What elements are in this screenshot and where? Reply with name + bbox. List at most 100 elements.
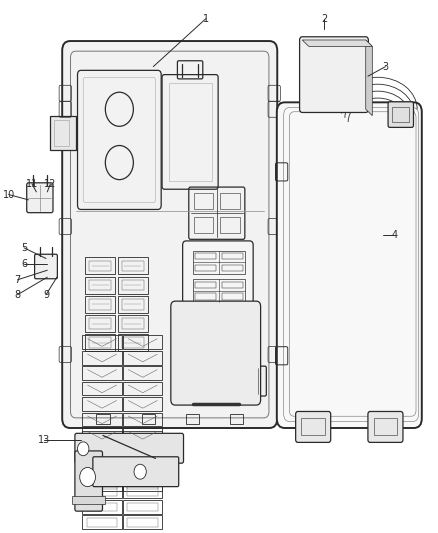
FancyBboxPatch shape <box>296 411 331 442</box>
Text: 13: 13 <box>38 435 50 445</box>
Bar <box>89 280 111 290</box>
FancyBboxPatch shape <box>93 457 179 487</box>
Bar <box>123 397 162 411</box>
Bar <box>82 447 122 461</box>
Bar <box>123 478 162 491</box>
Bar <box>82 462 122 476</box>
Circle shape <box>80 467 95 487</box>
FancyBboxPatch shape <box>277 102 422 428</box>
Bar <box>118 315 148 332</box>
Bar <box>82 351 122 365</box>
Bar <box>127 480 158 489</box>
Bar <box>123 351 162 365</box>
Text: 10: 10 <box>3 190 15 199</box>
Bar <box>82 413 122 426</box>
FancyBboxPatch shape <box>368 411 403 442</box>
Bar <box>82 500 122 514</box>
Bar <box>218 352 239 365</box>
Bar <box>193 251 245 274</box>
Bar <box>186 414 199 424</box>
Bar <box>89 261 111 271</box>
Bar <box>218 335 239 348</box>
Bar <box>123 484 162 498</box>
Bar <box>194 335 215 348</box>
Text: 2: 2 <box>321 14 327 23</box>
Bar <box>222 293 243 300</box>
Bar <box>122 280 144 290</box>
Text: 3: 3 <box>382 62 389 71</box>
Text: 8: 8 <box>14 290 21 300</box>
Bar <box>87 487 117 496</box>
Bar <box>89 318 111 329</box>
Bar <box>127 518 158 527</box>
FancyBboxPatch shape <box>171 301 261 405</box>
Bar <box>87 503 117 511</box>
Bar <box>85 315 115 332</box>
Bar <box>127 449 158 458</box>
Bar <box>193 279 245 302</box>
Bar <box>194 217 213 233</box>
Bar <box>85 296 115 313</box>
Bar <box>122 318 144 329</box>
Bar <box>222 282 243 288</box>
Text: 9: 9 <box>43 290 49 300</box>
FancyBboxPatch shape <box>388 102 413 127</box>
Bar <box>50 116 76 150</box>
FancyBboxPatch shape <box>62 41 277 428</box>
Text: 11: 11 <box>26 179 38 189</box>
Text: 12: 12 <box>44 179 57 189</box>
Bar <box>123 335 162 349</box>
Bar <box>122 299 144 310</box>
Bar <box>118 334 148 351</box>
Bar <box>123 366 162 380</box>
FancyBboxPatch shape <box>183 241 253 311</box>
Bar <box>127 503 158 511</box>
Bar <box>123 431 162 445</box>
Bar <box>127 434 158 442</box>
Bar <box>87 518 117 527</box>
Bar <box>301 418 325 435</box>
Bar <box>392 107 409 122</box>
Bar <box>123 500 162 514</box>
FancyBboxPatch shape <box>186 322 248 374</box>
Bar <box>122 337 144 348</box>
Bar <box>82 397 122 411</box>
Bar <box>87 480 117 489</box>
Bar <box>82 335 122 349</box>
Bar <box>118 296 148 313</box>
Bar <box>123 462 162 476</box>
Bar <box>89 299 111 310</box>
Bar <box>123 428 162 442</box>
Text: 6: 6 <box>21 259 27 269</box>
Bar <box>194 352 215 365</box>
Bar <box>195 253 216 260</box>
Bar <box>123 447 162 461</box>
Bar <box>82 515 122 529</box>
Bar <box>85 257 115 274</box>
Bar <box>85 334 115 351</box>
Bar <box>122 261 144 271</box>
Polygon shape <box>302 40 372 46</box>
Text: 1: 1 <box>203 14 209 23</box>
Bar <box>142 414 155 424</box>
Bar <box>123 413 162 426</box>
Bar <box>87 434 117 442</box>
Bar <box>222 265 243 271</box>
Bar <box>195 282 216 288</box>
Bar <box>54 120 69 146</box>
Bar <box>96 414 110 424</box>
FancyBboxPatch shape <box>35 254 57 279</box>
Bar <box>220 217 240 233</box>
Bar <box>127 465 158 473</box>
Bar <box>230 414 243 424</box>
Text: 7: 7 <box>14 275 21 285</box>
Bar <box>222 253 243 260</box>
Circle shape <box>78 442 89 456</box>
Bar <box>374 418 397 435</box>
FancyBboxPatch shape <box>27 183 53 213</box>
Bar <box>87 465 117 473</box>
Bar <box>118 277 148 294</box>
Bar <box>82 366 122 380</box>
Bar <box>123 515 162 529</box>
Bar <box>87 449 117 458</box>
